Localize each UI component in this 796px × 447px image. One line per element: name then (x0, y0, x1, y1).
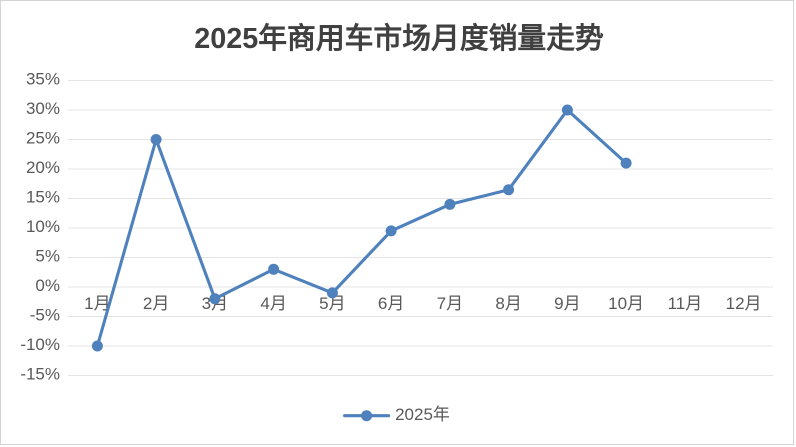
svg-text:2月: 2月 (143, 294, 169, 313)
svg-text:0%: 0% (35, 276, 60, 295)
svg-text:8月: 8月 (495, 294, 521, 313)
svg-text:15%: 15% (26, 188, 60, 207)
svg-text:4月: 4月 (260, 294, 286, 313)
svg-text:35%: 35% (26, 70, 60, 89)
svg-text:-5%: -5% (30, 306, 60, 325)
svg-text:5%: 5% (35, 247, 60, 266)
svg-text:6月: 6月 (378, 294, 404, 313)
svg-text:11月: 11月 (668, 294, 703, 313)
svg-text:-15%: -15% (20, 365, 60, 384)
svg-text:30%: 30% (26, 99, 60, 118)
svg-text:10%: 10% (26, 217, 60, 236)
svg-text:7月: 7月 (437, 294, 463, 313)
svg-text:9月: 9月 (554, 294, 580, 313)
svg-text:-10%: -10% (20, 335, 60, 354)
svg-text:10月: 10月 (608, 294, 644, 313)
svg-text:25%: 25% (26, 129, 60, 148)
svg-text:12月: 12月 (726, 294, 762, 313)
svg-text:2025年: 2025年 (395, 405, 450, 424)
svg-text:20%: 20% (26, 158, 60, 177)
